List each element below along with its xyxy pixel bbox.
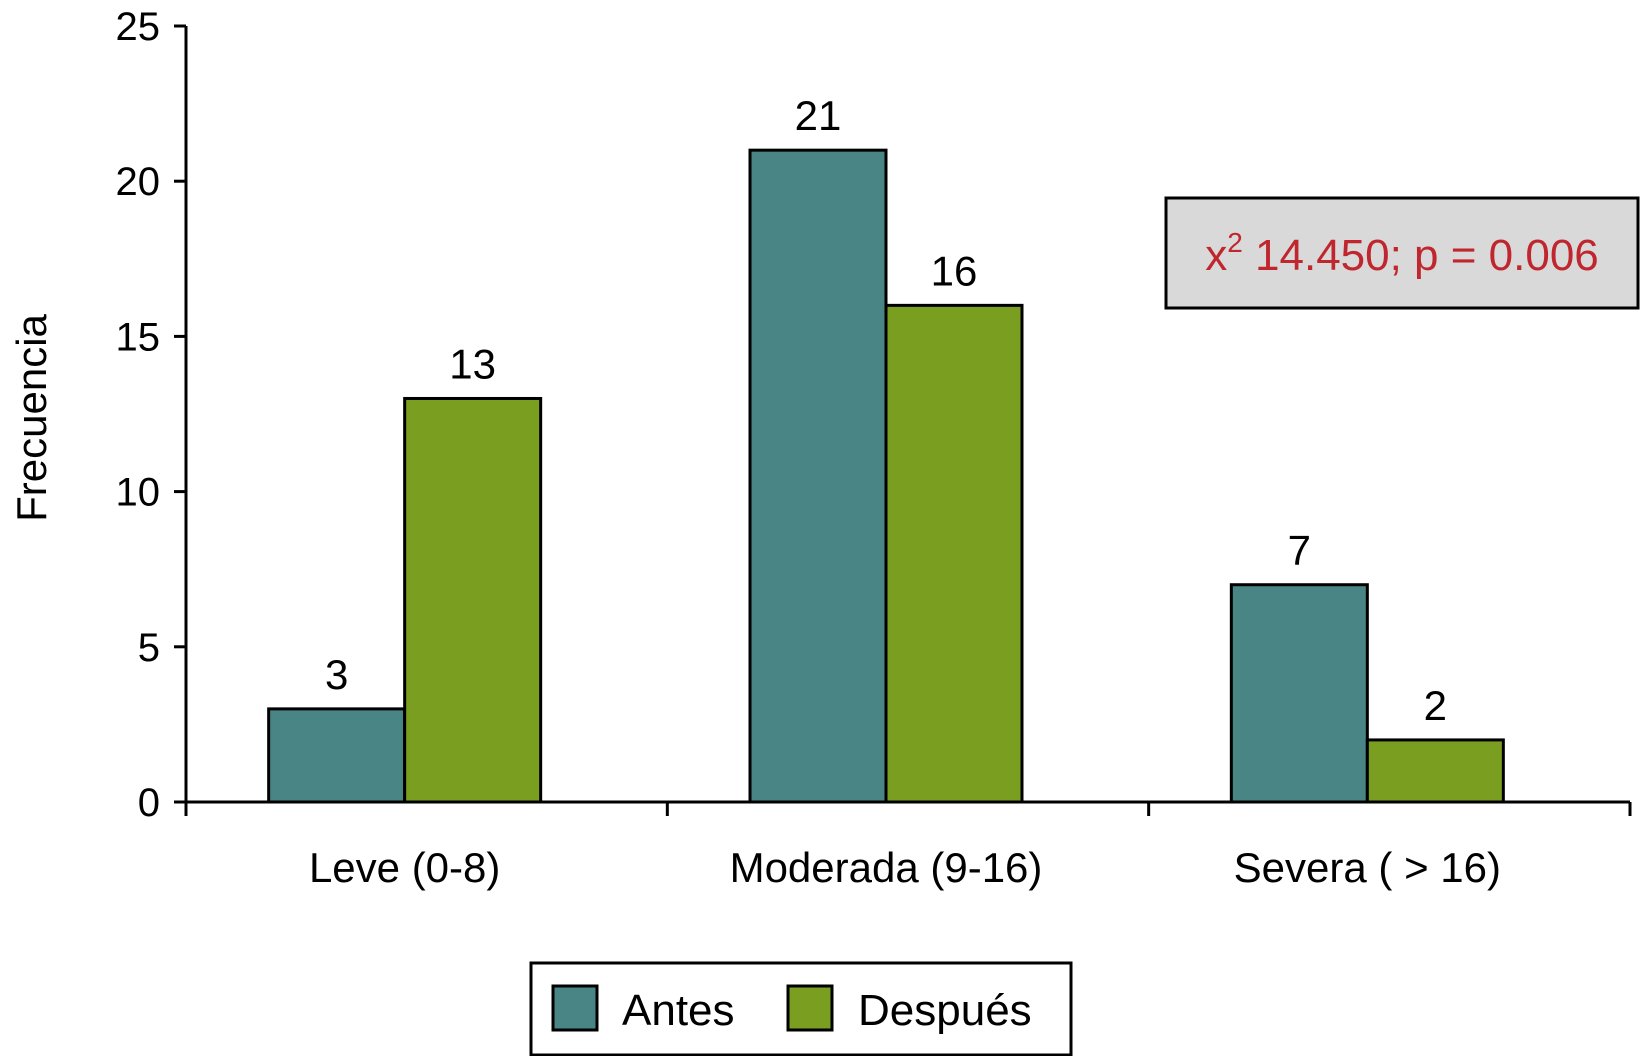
bar-despus-2: [1365, 738, 1505, 804]
y-tick-label: 5: [138, 626, 160, 670]
legend-label-despues: Después: [858, 986, 1032, 1035]
value-label: 21: [795, 92, 842, 139]
bar-antes-0: [267, 707, 407, 804]
bars: [267, 148, 1505, 804]
y-axis-title-group: Frecuencia: [8, 313, 55, 521]
value-labels: 3 13 21 16 7 2: [325, 92, 1447, 729]
y-tick-label: 15: [116, 315, 161, 359]
statistic-annotation-box: [1164, 196, 1640, 310]
statistic-superscript: 2: [1227, 227, 1243, 258]
statistic-text: x2 14.450; p = 0.006: [1205, 227, 1599, 280]
category-label: Severa ( > 16): [1234, 844, 1501, 891]
value-label: 16: [931, 247, 978, 294]
statistic-symbol: x: [1205, 231, 1227, 280]
legend-label-antes: Antes: [622, 986, 735, 1035]
y-axis-title: Frecuencia: [8, 313, 55, 521]
category-label: Moderada (9-16): [730, 844, 1043, 891]
bar-despus-0: [403, 396, 543, 804]
statistic-annotation: x2 14.450; p = 0.006: [1164, 196, 1640, 310]
category-label: Leve (0-8): [309, 844, 500, 891]
bar-antes-2: [1229, 583, 1369, 804]
legend-box: [529, 961, 1073, 1056]
category-labels: Leve (0-8) Moderada (9-16) Severa ( > 16): [309, 844, 1501, 891]
bar-despus-1: [884, 303, 1024, 804]
y-tick-label: 0: [138, 781, 160, 825]
y-axis-ticks: 0 5 10 15 20 25: [116, 5, 186, 825]
legend-swatch-antes: [551, 984, 599, 1032]
y-tick-label: 20: [116, 160, 161, 204]
value-label: 3: [325, 651, 348, 698]
statistic-value: 14.450; p = 0.006: [1243, 231, 1599, 280]
y-tick-label: 25: [116, 5, 161, 49]
axes: [184, 26, 1630, 804]
bar-antes-1: [748, 148, 888, 804]
value-label: 13: [449, 340, 496, 387]
y-tick-label: 10: [116, 471, 161, 515]
value-label: 2: [1424, 682, 1447, 729]
legend-swatch-despues: [786, 984, 834, 1032]
x-axis-ticks: [184, 802, 1632, 816]
value-label: 7: [1288, 527, 1311, 574]
legend: Antes Después: [529, 961, 1073, 1056]
